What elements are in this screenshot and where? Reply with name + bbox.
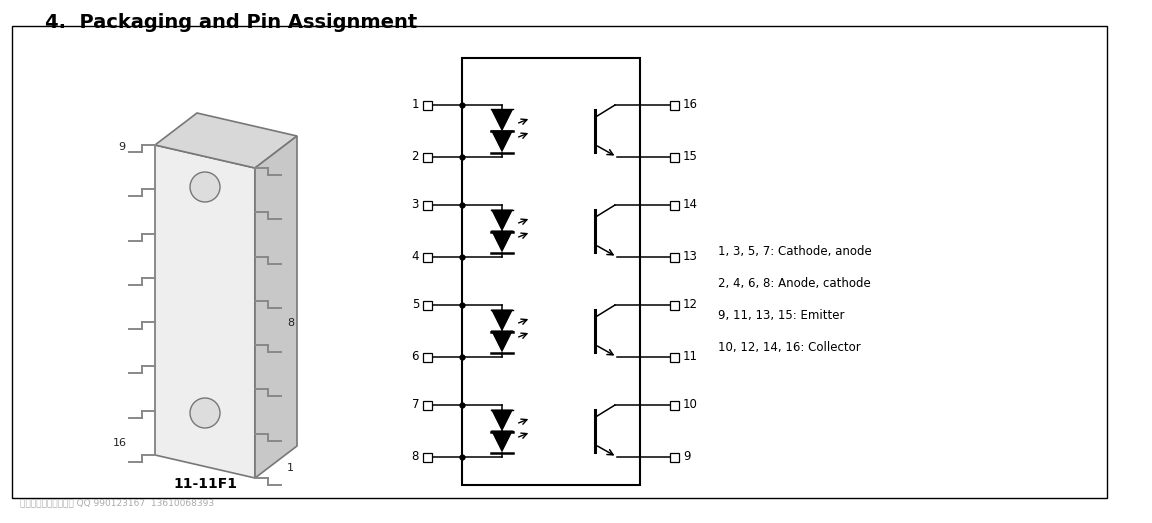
Polygon shape — [491, 410, 513, 431]
Text: 12: 12 — [683, 299, 698, 312]
Text: 9, 11, 13, 15: Emitter: 9, 11, 13, 15: Emitter — [718, 309, 844, 322]
Text: 13: 13 — [683, 251, 698, 264]
Circle shape — [190, 398, 220, 428]
Polygon shape — [491, 131, 513, 153]
Bar — [423, 100, 432, 109]
Bar — [423, 301, 432, 310]
Polygon shape — [491, 109, 513, 131]
Text: 6: 6 — [411, 350, 419, 363]
Text: 9: 9 — [118, 142, 126, 152]
Circle shape — [190, 172, 220, 202]
Text: 15: 15 — [683, 151, 698, 164]
Bar — [423, 452, 432, 461]
Text: 4: 4 — [411, 251, 419, 264]
Bar — [423, 401, 432, 410]
Text: 1: 1 — [287, 463, 294, 473]
Text: 東芬代理、大量現貨： QQ 990123167  13610068393: 東芬代理、大量現貨： QQ 990123167 13610068393 — [20, 498, 214, 507]
Bar — [670, 100, 679, 109]
Text: 10, 12, 14, 16: Collector: 10, 12, 14, 16: Collector — [718, 340, 861, 354]
Polygon shape — [491, 210, 513, 232]
Text: 1, 3, 5, 7: Cathode, anode: 1, 3, 5, 7: Cathode, anode — [718, 244, 872, 257]
Polygon shape — [156, 113, 297, 168]
Bar — [670, 153, 679, 162]
Bar — [670, 452, 679, 461]
Text: 2: 2 — [411, 151, 419, 164]
Bar — [670, 253, 679, 262]
Text: 8: 8 — [411, 450, 419, 463]
Text: 11: 11 — [683, 350, 698, 363]
Text: 14: 14 — [683, 199, 698, 211]
Bar — [423, 200, 432, 210]
Bar — [423, 253, 432, 262]
Polygon shape — [491, 310, 513, 332]
Text: 16: 16 — [113, 438, 127, 448]
Bar — [462, 58, 641, 485]
Text: 8: 8 — [287, 318, 294, 328]
Bar — [423, 153, 432, 162]
Polygon shape — [491, 231, 513, 253]
Polygon shape — [156, 145, 255, 478]
Polygon shape — [255, 136, 297, 478]
Bar — [423, 353, 432, 361]
Text: 16: 16 — [683, 98, 698, 111]
Polygon shape — [491, 430, 513, 452]
Text: 7: 7 — [411, 399, 419, 412]
Text: 9: 9 — [683, 450, 690, 463]
Text: 11-11F1: 11-11F1 — [173, 477, 237, 491]
Bar — [670, 401, 679, 410]
Bar — [670, 353, 679, 361]
Text: 5: 5 — [411, 299, 419, 312]
Bar — [670, 301, 679, 310]
Text: 3: 3 — [411, 199, 419, 211]
Text: 2, 4, 6, 8: Anode, cathode: 2, 4, 6, 8: Anode, cathode — [718, 277, 871, 290]
Text: 10: 10 — [683, 399, 698, 412]
Text: 4.  Packaging and Pin Assignment: 4. Packaging and Pin Assignment — [45, 13, 417, 32]
Polygon shape — [491, 331, 513, 353]
Bar — [670, 200, 679, 210]
Text: 1: 1 — [411, 98, 419, 111]
